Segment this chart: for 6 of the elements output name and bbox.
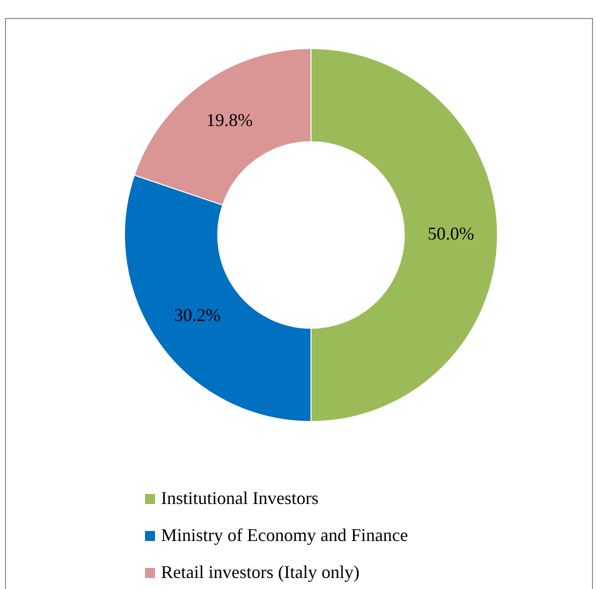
data-label: 50.0% xyxy=(428,224,474,244)
legend-label: Retail investors (Italy only) xyxy=(161,562,360,583)
data-label: 30.2% xyxy=(174,305,221,326)
legend-label: Institutional Investors xyxy=(161,488,318,509)
legend-label: Ministry of Economy and Finance xyxy=(161,525,408,546)
data-label: 19.8% xyxy=(206,110,253,130)
